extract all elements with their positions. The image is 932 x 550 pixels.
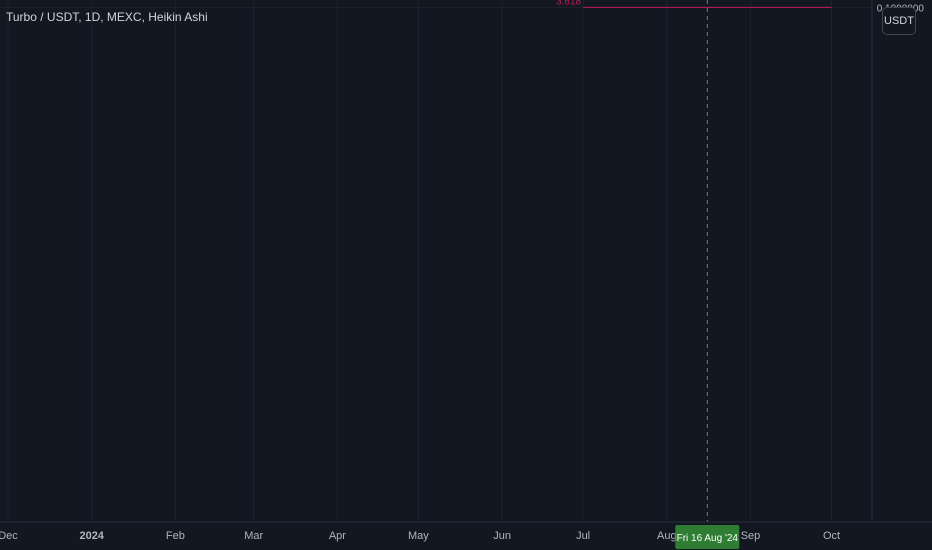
- crosshair-date-label: Fri 16 Aug '24: [677, 533, 739, 544]
- time-axis-tick: Jun: [493, 530, 511, 542]
- crosshair-date-badge: [675, 525, 740, 549]
- time-axis-tick: Oct: [823, 530, 840, 542]
- time-axis-panel: [0, 522, 932, 550]
- time-axis-tick: Aug: [657, 530, 677, 542]
- time-axis-tick: Dec: [0, 530, 18, 542]
- time-axis-tick: May: [408, 530, 429, 542]
- price-axis-panel: [872, 0, 932, 550]
- time-axis-tick: Sep: [741, 530, 761, 542]
- chart-title: Turbo / USDT, 1D, MEXC, Heikin Ashi: [6, 10, 208, 24]
- time-axis-tick: 2024: [79, 530, 104, 542]
- time-axis-tick: Feb: [166, 530, 185, 542]
- time-axis-tick: Mar: [244, 530, 263, 542]
- currency-button[interactable]: USDT: [882, 7, 916, 35]
- time-axis-tick: Apr: [329, 530, 346, 542]
- fib-level-label: 3.618: [556, 0, 581, 7]
- time-axis-tick: Jul: [576, 530, 590, 542]
